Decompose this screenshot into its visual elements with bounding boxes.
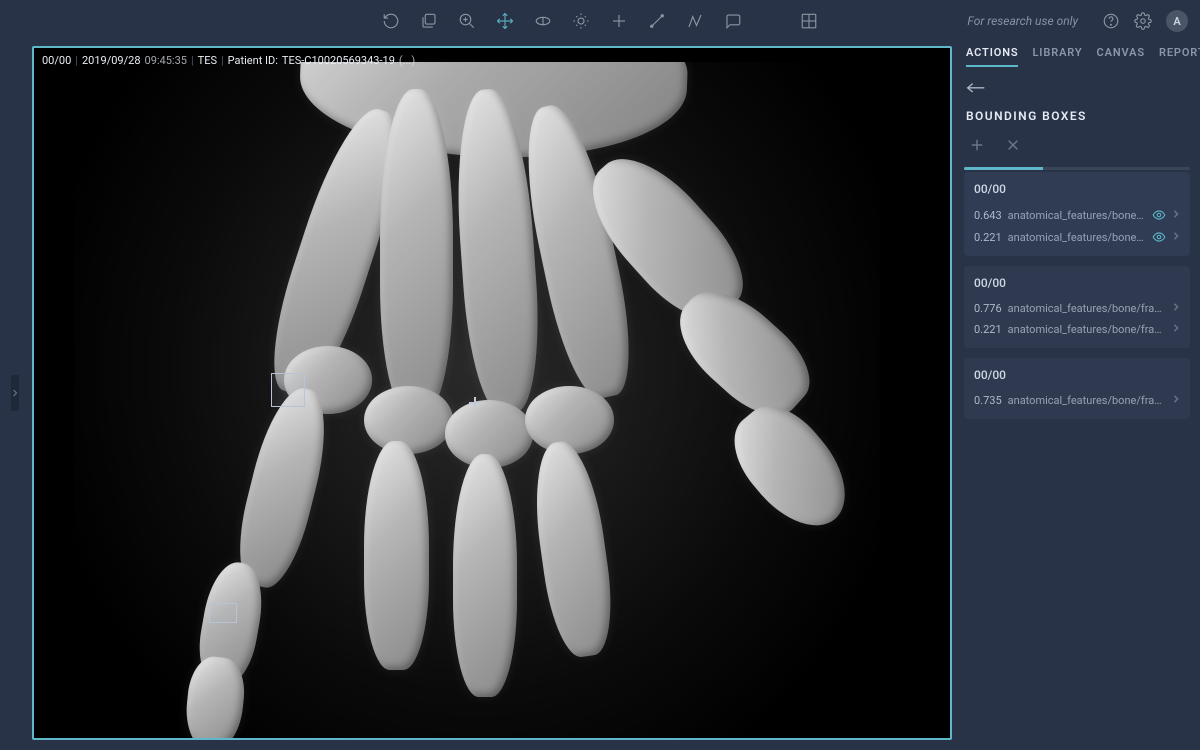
finding-label: anatomical_features/bone/fracture <box>1008 231 1146 244</box>
group-header: 00/00 <box>974 182 1180 196</box>
viewer-suffix: (...) <box>399 54 415 67</box>
chevron-right-icon <box>1172 394 1180 407</box>
chevron-right-icon <box>1172 209 1180 222</box>
visibility-toggle-icon[interactable] <box>1152 208 1166 222</box>
finding-label: anatomical_features/bone/fracture <box>1008 302 1166 315</box>
series-icon[interactable] <box>420 12 438 30</box>
rotate-icon[interactable] <box>534 12 552 30</box>
bbox-tool-row <box>964 137 1190 167</box>
viewer-canvas <box>34 62 950 738</box>
chevron-right-icon <box>1172 302 1180 315</box>
toolbar-right-group: A <box>1102 10 1188 32</box>
body: 00/00| 2019/09/28 09:45:35| TES| Patient… <box>0 42 1200 750</box>
right-panel: ACTIONSLIBRARYCANVASREPORT BOUNDING BOXE… <box>964 46 1190 740</box>
chevron-right-icon <box>1172 323 1180 336</box>
xray-image <box>74 62 880 738</box>
tab-library[interactable]: LIBRARY <box>1032 46 1082 67</box>
research-note: For research use only <box>967 14 1078 28</box>
group-header: 00/00 <box>974 276 1180 290</box>
viewer-index: 00/00 <box>42 54 71 67</box>
toolbar-icon-group <box>382 12 818 30</box>
tab-actions[interactable]: ACTIONS <box>966 46 1018 67</box>
annotate-icon[interactable] <box>686 12 704 30</box>
finding-score: 0.643 <box>974 209 1002 222</box>
bounding-box[interactable] <box>209 603 237 623</box>
layout-icon[interactable] <box>800 12 818 30</box>
help-icon[interactable] <box>1102 12 1120 30</box>
finding-score: 0.221 <box>974 231 1002 244</box>
zoom-icon[interactable] <box>458 12 476 30</box>
back-button[interactable] <box>966 79 986 93</box>
finding-score: 0.221 <box>974 323 1002 336</box>
findings-groups: 00/00 0.643 anatomical_features/bone/fract… <box>964 172 1190 429</box>
panel-tabs: ACTIONSLIBRARYCANVASREPORT <box>964 46 1190 75</box>
finding-row[interactable]: 0.776 anatomical_features/bone/fracture <box>974 298 1180 319</box>
expand-left-panel-button[interactable] <box>11 375 19 411</box>
finding-label: anatomical_features/bone/fracture <box>1008 394 1166 407</box>
indicator-bar <box>964 167 1190 170</box>
image-viewer[interactable]: 00/00| 2019/09/28 09:45:35| TES| Patient… <box>32 46 952 740</box>
comment-icon[interactable] <box>724 12 742 30</box>
finding-row[interactable]: 0.735 anatomical_features/bone/fracture <box>974 390 1180 411</box>
pan-icon[interactable] <box>496 12 514 30</box>
viewer-code: TES <box>198 54 217 67</box>
findings-group: 00/00 0.643 anatomical_features/bone/fract… <box>964 172 1190 256</box>
finding-label: anatomical_features/bone/fracture <box>1008 209 1146 222</box>
viewer-date: 2019/09/28 <box>82 54 141 67</box>
top-toolbar: For research use only A <box>0 0 1200 42</box>
crosshair-tool-icon[interactable] <box>610 12 628 30</box>
tab-canvas[interactable]: CANVAS <box>1097 46 1145 67</box>
viewer-patient-id: TES-C10020569343-19 <box>282 54 395 67</box>
left-collapse-handle <box>10 46 20 740</box>
tab-report[interactable]: REPORT <box>1159 46 1200 67</box>
reset-icon[interactable] <box>382 12 400 30</box>
viewer-patient-label: Patient ID: <box>228 54 278 67</box>
findings-group: 00/00 0.735 anatomical_features/bone/fract… <box>964 358 1190 419</box>
finding-row[interactable]: 0.643 anatomical_features/bone/fracture <box>974 204 1180 226</box>
measure-icon[interactable] <box>648 12 666 30</box>
finding-row[interactable]: 0.221 anatomical_features/bone/fracture <box>974 319 1180 340</box>
avatar[interactable]: A <box>1166 10 1188 32</box>
bounding-box[interactable] <box>271 373 305 407</box>
visibility-toggle-icon[interactable] <box>1152 230 1166 244</box>
chevron-right-icon <box>1172 231 1180 244</box>
clear-bbox-button[interactable] <box>1006 137 1020 151</box>
finding-row[interactable]: 0.221 anatomical_features/bone/fracture <box>974 226 1180 248</box>
brightness-icon[interactable] <box>572 12 590 30</box>
group-header: 00/00 <box>974 368 1180 382</box>
viewer-time: 09:45:35 <box>145 54 187 67</box>
panel-section-title: BOUNDING BOXES <box>964 103 1190 137</box>
app-root: For research use only A 00/00| 2019/09/2… <box>0 0 1200 750</box>
add-bbox-button[interactable] <box>970 137 984 151</box>
finding-score: 0.735 <box>974 394 1002 407</box>
settings-icon[interactable] <box>1134 12 1152 30</box>
findings-group: 00/00 0.776 anatomical_features/bone/fract… <box>964 266 1190 348</box>
avatar-initial: A <box>1173 15 1180 28</box>
finding-score: 0.776 <box>974 302 1002 315</box>
viewer-meta-bar: 00/00| 2019/09/28 09:45:35| TES| Patient… <box>42 54 415 67</box>
finding-label: anatomical_features/bone/fracture <box>1008 323 1166 336</box>
